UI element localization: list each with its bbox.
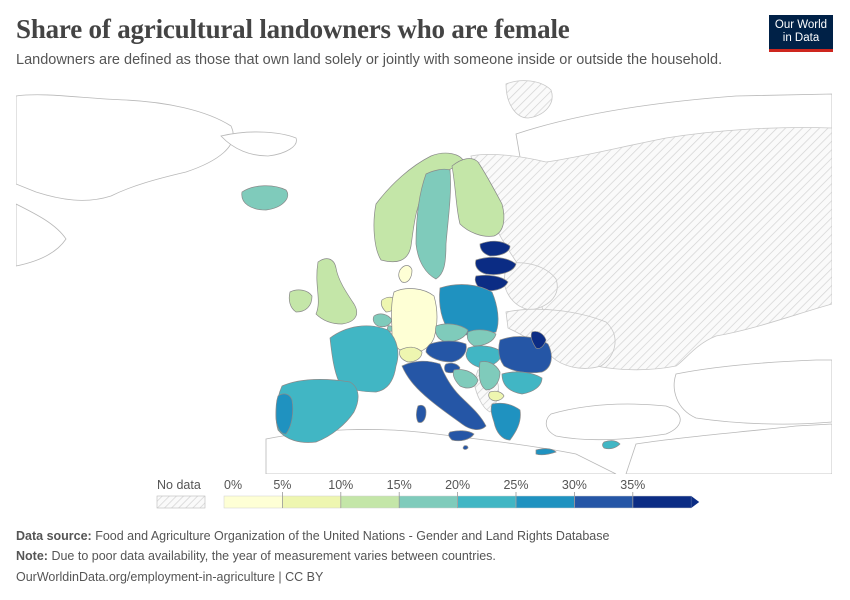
country-bulgaria[interactable] <box>501 371 543 395</box>
country-hungary[interactable] <box>465 345 503 369</box>
legend-tick-label: 10% <box>328 478 353 492</box>
country-cyprus[interactable] <box>602 440 621 450</box>
country-italy[interactable] <box>401 360 487 430</box>
country-croatia[interactable] <box>452 369 479 389</box>
footer-source: Data source: Food and Agriculture Organi… <box>16 529 609 543</box>
footer-url[interactable]: OurWorldinData.org/employment-in-agricul… <box>16 570 324 584</box>
legend-no-data-label: No data <box>157 478 201 492</box>
legend-tick-label: 35% <box>620 478 645 492</box>
legend-bin-6 <box>574 495 634 509</box>
canada-arctic-shape <box>16 203 67 267</box>
legend-bin-1 <box>282 495 342 509</box>
owid-logo[interactable]: Our World in Data <box>769 15 833 52</box>
footer-note-label: Note: <box>16 549 48 563</box>
country-estonia[interactable] <box>479 240 511 257</box>
country-czechia[interactable] <box>435 323 469 343</box>
country-ireland[interactable] <box>288 289 313 313</box>
country-sweden[interactable] <box>415 168 451 280</box>
legend-tick-label: 25% <box>503 478 528 492</box>
country-latvia[interactable] <box>475 257 517 275</box>
country-united-kingdom[interactable] <box>315 258 357 325</box>
country-sardinia[interactable] <box>416 404 427 423</box>
country-denmark[interactable] <box>398 265 413 283</box>
logo-line-1: Our World <box>774 19 828 31</box>
legend-no-data-swatch <box>156 495 206 509</box>
legend-tick-label: 5% <box>273 478 291 492</box>
legend-bin-0 <box>223 495 283 509</box>
country-serbia[interactable] <box>478 361 501 391</box>
country-belgium[interactable] <box>372 313 393 328</box>
country-slovakia[interactable] <box>466 329 497 347</box>
country-lithuania[interactable] <box>474 274 509 292</box>
country-poland[interactable] <box>439 284 499 336</box>
country-malta[interactable] <box>462 445 469 450</box>
country-finland[interactable] <box>451 158 505 237</box>
legend-tick-label: 15% <box>387 478 412 492</box>
chart-subtitle: Landowners are defined as those that own… <box>16 52 723 68</box>
greenland-shape <box>16 94 234 201</box>
map-legend: No data 0% 5% 10% 15% 20% 25% 30% 35% <box>156 478 700 509</box>
choropleth-map[interactable] <box>16 74 832 474</box>
svalbard-shape <box>505 80 553 119</box>
country-portugal[interactable] <box>275 393 294 435</box>
country-crete[interactable] <box>535 448 557 456</box>
country-switzerland[interactable] <box>399 346 423 363</box>
country-shapes[interactable] <box>241 152 621 456</box>
legend-tick-label: 20% <box>445 478 470 492</box>
footer-source-label: Data source: <box>16 529 92 543</box>
legend-tick-label: 0% <box>224 478 242 492</box>
legend-open-end-arrow <box>691 496 700 508</box>
logo-line-2: in Data <box>782 32 820 44</box>
greenland-east-shape <box>220 131 297 157</box>
legend-bin-3 <box>398 495 458 509</box>
footer-note: Note: Due to poor data availability, the… <box>16 549 496 563</box>
legend-bin-5 <box>515 495 575 509</box>
footer-note-text: Due to poor data availability, the year … <box>51 549 496 563</box>
country-austria[interactable] <box>425 340 467 363</box>
legend-tick-label: 30% <box>562 478 587 492</box>
turkey-shape <box>545 403 681 440</box>
country-greece[interactable] <box>490 402 521 441</box>
country-sicily[interactable] <box>448 430 475 442</box>
chart-title: Share of agricultural landowners who are… <box>16 14 570 44</box>
legend-color-bins: 0% 5% 10% 15% 20% 25% 30% 35% <box>223 478 700 509</box>
country-moldova[interactable] <box>530 331 547 349</box>
footer-source-text: Food and Agriculture Organization of the… <box>95 529 610 543</box>
caucasus-central-asia-shape <box>673 359 832 425</box>
legend-bin-7 <box>632 495 692 509</box>
belarus-shape <box>503 262 558 311</box>
legend-bin-4 <box>457 495 517 509</box>
legend-bin-2 <box>340 495 400 509</box>
country-spain[interactable] <box>275 379 359 443</box>
country-iceland[interactable] <box>241 185 289 211</box>
middle-east-shape <box>625 423 832 474</box>
country-germany[interactable] <box>391 288 438 355</box>
country-north-macedonia[interactable] <box>488 390 505 402</box>
